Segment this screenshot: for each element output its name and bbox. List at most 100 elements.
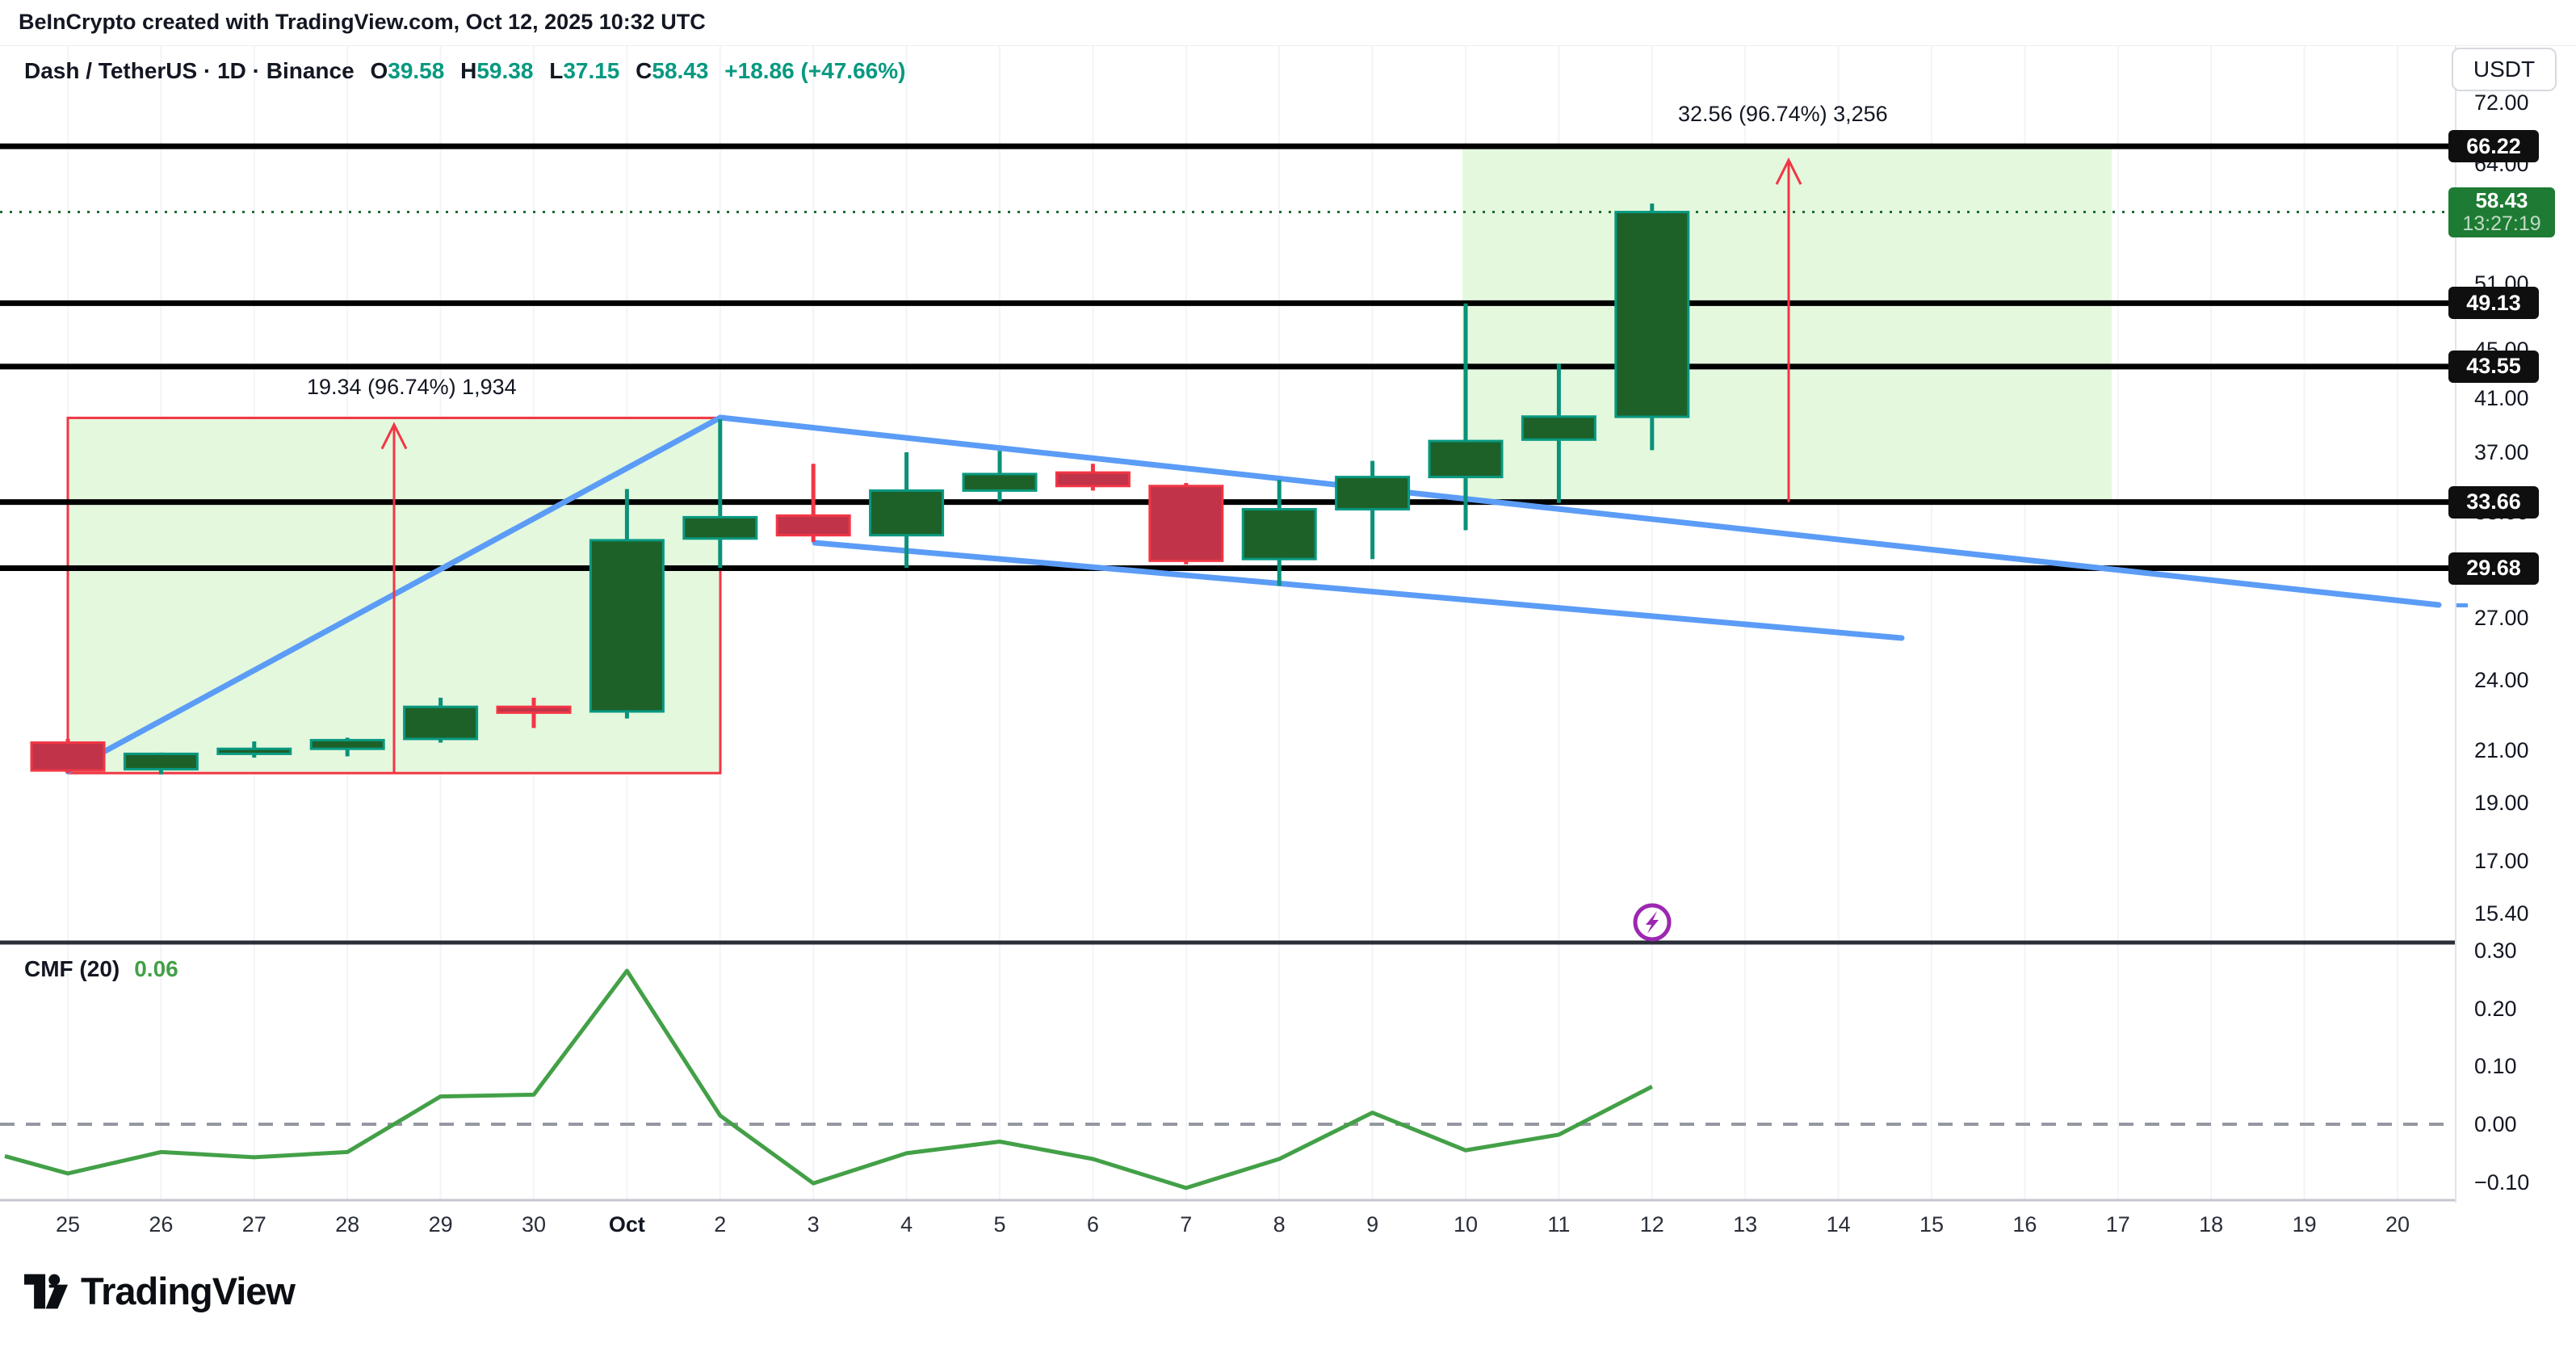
price-level-badge: 33.66 xyxy=(2448,485,2539,519)
candle-body-Sep 29[interactable] xyxy=(403,705,479,741)
price-level-badge: 49.13 xyxy=(2448,287,2539,320)
time-axis-label: 18 xyxy=(2199,1212,2224,1237)
time-axis-label: 7 xyxy=(1180,1212,1193,1237)
trendline-wedge-lower xyxy=(812,540,1905,641)
time-axis-label: 30 xyxy=(521,1212,547,1237)
candle-body-Oct 4[interactable] xyxy=(869,489,945,537)
lightning-bolt-icon xyxy=(1646,911,1659,934)
trendline-end-tickmark xyxy=(2456,603,2468,607)
time-axis-label: 9 xyxy=(1366,1212,1379,1237)
price-tick-label: 19.00 xyxy=(2474,790,2529,815)
measure-arrow-head xyxy=(380,422,408,450)
candle-body-Sep 27[interactable] xyxy=(216,747,292,755)
cmf-tick-label: 0.00 xyxy=(2474,1112,2517,1136)
price-tick-label: 27.00 xyxy=(2474,606,2529,631)
price-tick-label: 41.00 xyxy=(2474,386,2529,411)
projection-box xyxy=(1462,146,2112,502)
tradingview-logo-text: TradingView xyxy=(81,1270,296,1312)
price-tick-label: 24.00 xyxy=(2474,667,2529,692)
chart-pane[interactable]: Dash / TetherUS · 1D · Binance O39.58 H5… xyxy=(0,46,2455,1203)
high-label: H xyxy=(460,58,477,83)
time-axis-label: 10 xyxy=(1453,1212,1479,1237)
candle-body-Sep 25[interactable] xyxy=(30,741,106,772)
time-axis-label: 5 xyxy=(993,1212,1006,1237)
symbol-header: Dash / TetherUS · 1D · Binance O39.58 H5… xyxy=(24,58,905,84)
price-tick-label: 72.00 xyxy=(2474,90,2529,115)
price-tick-label: 37.00 xyxy=(2474,439,2529,464)
time-axis-label: 25 xyxy=(55,1212,81,1237)
measure-annotation: 32.56 (96.74%) 3,256 xyxy=(1678,102,1888,126)
open-label: O xyxy=(370,58,388,83)
cmf-tick-label: 0.20 xyxy=(2474,996,2517,1021)
candle-body-Oct 10[interactable] xyxy=(1428,439,1504,479)
candle-body-Oct 2[interactable] xyxy=(682,515,758,540)
time-axis-label: 16 xyxy=(2012,1212,2037,1237)
time-axis-label: 19 xyxy=(2292,1212,2317,1237)
candle-body-Sep 28[interactable] xyxy=(309,738,385,750)
high-value: 59.38 xyxy=(476,58,534,83)
time-axis-label: 8 xyxy=(1273,1212,1286,1237)
tradingview-logo-icon xyxy=(24,1274,68,1308)
price-axis[interactable]: USDT 72.0064.0051.0045.0041.0037.0033.00… xyxy=(2448,46,2576,1203)
low-value: 37.15 xyxy=(563,58,620,83)
open-value: 39.58 xyxy=(388,58,445,83)
current-price-value: 58.43 xyxy=(2475,187,2528,212)
price-level-badge: 43.55 xyxy=(2448,350,2539,383)
price-tick-label: 15.40 xyxy=(2474,901,2529,926)
candle-body-Oct 1[interactable] xyxy=(589,539,665,713)
candlestick-chart[interactable] xyxy=(0,46,2455,1203)
candle-body-Oct 8[interactable] xyxy=(1241,508,1317,561)
footer: TradingView xyxy=(0,1249,2576,1352)
trendline-wedge-upper xyxy=(717,414,2442,608)
candle-body-Oct 12[interactable] xyxy=(1614,211,1690,418)
cmf-indicator-header: CMF (20) 0.06 xyxy=(24,956,178,982)
price-level-badge: 29.68 xyxy=(2448,552,2539,585)
candle-body-Sep 26[interactable] xyxy=(123,752,199,770)
measure-arrow-head xyxy=(1775,157,1802,185)
time-axis-label: 6 xyxy=(1086,1212,1099,1237)
tradingview-logo: TradingView xyxy=(24,1269,296,1313)
candle-body-Oct 7[interactable] xyxy=(1148,485,1224,562)
time-axis-label: 3 xyxy=(807,1212,820,1237)
close-value: 58.43 xyxy=(652,58,709,83)
price-tick-label: 21.00 xyxy=(2474,737,2529,762)
time-axis-label: 20 xyxy=(2385,1212,2410,1237)
time-axis[interactable]: 25 26 27 28 29 30 Oct 2 3 4 5 6 7 8 9 10 11 12 13 14 15 16 17 1… xyxy=(0,1203,2455,1249)
change-value: +18.86 (+47.66%) xyxy=(724,58,906,83)
candle-body-Oct 11[interactable] xyxy=(1521,415,1596,441)
time-axis-label: 28 xyxy=(335,1212,360,1237)
time-axis-label: 14 xyxy=(1826,1212,1851,1237)
time-axis-label: 2 xyxy=(714,1212,727,1237)
candle-body-Oct 3[interactable] xyxy=(775,514,851,537)
time-axis-label: 11 xyxy=(1547,1212,1571,1237)
cmf-tick-label: 0.10 xyxy=(2474,1054,2517,1079)
cmf-line xyxy=(4,968,1653,1190)
time-axis-label: 17 xyxy=(2105,1212,2130,1237)
candle-body-Oct 6[interactable] xyxy=(1055,471,1131,488)
symbol-title: Dash / TetherUS · 1D · Binance xyxy=(24,58,355,83)
time-axis-label: 27 xyxy=(241,1212,266,1237)
price-tick-label: 17.00 xyxy=(2474,849,2529,874)
low-label: L xyxy=(549,58,564,83)
candle-countdown: 13:27:19 xyxy=(2462,212,2541,235)
price-level-badge: 66.22 xyxy=(2448,130,2539,163)
current-price-badge: 58.43 13:27:19 xyxy=(2448,187,2555,237)
cmf-tick-label: 0.30 xyxy=(2474,938,2517,963)
cmf-value: 0.06 xyxy=(134,956,178,981)
time-axis-label: 15 xyxy=(1919,1212,1945,1237)
attribution-text: BeInCrypto created with TradingView.com,… xyxy=(19,10,706,34)
cmf-tick-label: −0.10 xyxy=(2474,1169,2530,1195)
time-axis-label: 13 xyxy=(1733,1212,1758,1237)
candle-body-Sep 30[interactable] xyxy=(496,705,572,714)
close-label: C xyxy=(636,58,652,83)
measure-annotation: 19.34 (96.74%) 1,934 xyxy=(307,375,517,399)
candle-body-Oct 5[interactable] xyxy=(962,472,1038,492)
cmf-label: CMF (20) xyxy=(24,956,120,981)
time-axis-label: 29 xyxy=(428,1212,453,1237)
candle-body-Oct 9[interactable] xyxy=(1335,476,1411,511)
time-axis-label: Oct xyxy=(608,1212,645,1237)
currency-toggle-button[interactable]: USDT xyxy=(2452,48,2557,91)
time-axis-label: 12 xyxy=(1639,1212,1664,1237)
time-axis-label: 4 xyxy=(900,1212,913,1237)
